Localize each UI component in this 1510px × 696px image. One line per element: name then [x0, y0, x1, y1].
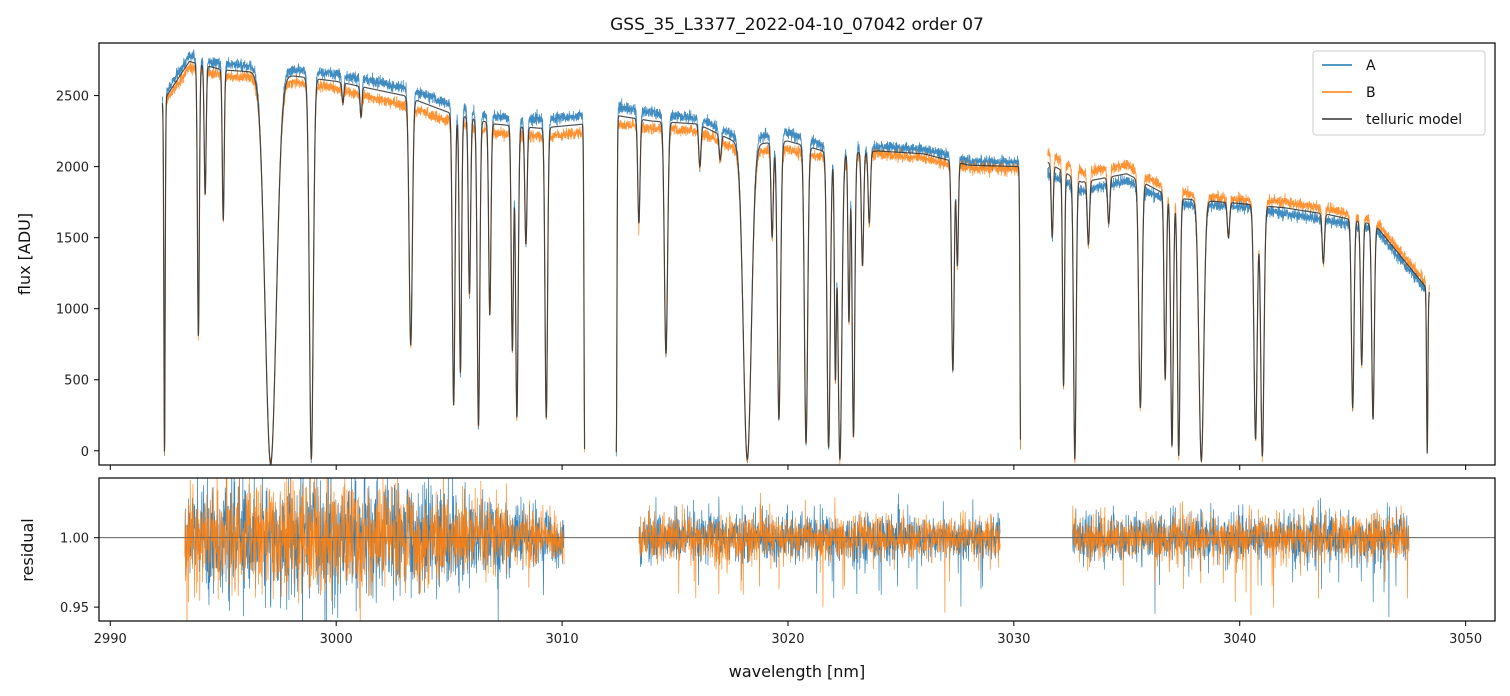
residual-x-ticks: 2990 3000 3010 3020 3030 3040 3050 — [94, 621, 1482, 647]
series-a-segment-0 — [161, 49, 585, 465]
flux-panel: 0 500 1000 1500 2000 2500 flux [ADU] A B tell… — [15, 42, 1496, 470]
residual-panel: 2990 3000 3010 3020 3030 3040 3050 0.95 1.00 re… — [18, 477, 1496, 681]
legend-label-model: telluric model — [1366, 112, 1462, 128]
flux-x-ticks — [109, 465, 1467, 470]
flux-y-tick-label-1500: 1500 — [56, 232, 89, 247]
x-tick-label-3050: 3050 — [1449, 632, 1482, 647]
legend-label-a: A — [1366, 58, 1376, 74]
flux-y-axis-label: flux [ADU] — [15, 213, 34, 295]
flux-y-tick-label-2500: 2500 — [56, 90, 89, 105]
flux-axes-frame — [98, 42, 1496, 466]
residual-y-tick-label-0.95: 0.95 — [60, 601, 89, 616]
chart-title: GSS_35_L3377_2022-04-10_07042 order 07 — [610, 15, 984, 35]
x-tick-label-3000: 3000 — [320, 632, 353, 647]
x-tick-label-2990: 2990 — [94, 632, 127, 647]
residual-plot-area — [99, 478, 1495, 621]
flux-y-ticks: 0 500 1000 1500 2000 2500 — [56, 90, 99, 460]
x-tick-label-3020: 3020 — [771, 632, 804, 647]
x-tick-label-3030: 3030 — [997, 632, 1030, 647]
flux-y-tick-label-2000: 2000 — [56, 161, 89, 176]
flux-y-tick-label-0: 0 — [81, 445, 89, 460]
x-tick-label-3040: 3040 — [1223, 632, 1256, 647]
series-b-segment-2 — [1047, 147, 1430, 464]
series-telluric-model-segment-0 — [161, 60, 586, 465]
residual-axes-frame — [98, 477, 1496, 622]
legend-label-b: B — [1366, 85, 1376, 101]
flux-y-tick-label-500: 500 — [64, 374, 89, 389]
residual-b-segment-0 — [184, 478, 565, 621]
flux-plot-area — [161, 49, 1430, 465]
x-tick-label-3010: 3010 — [546, 632, 579, 647]
residual-y-ticks: 0.95 1.00 — [60, 532, 99, 616]
legend: A B telluric model — [1312, 50, 1486, 136]
legend-frame — [1312, 50, 1486, 136]
residual-b-segment-1 — [638, 492, 1001, 613]
residual-y-tick-label-1: 1.00 — [60, 532, 89, 547]
residual-y-axis-label: residual — [18, 518, 37, 581]
series-telluric-model-segment-1 — [615, 115, 1022, 461]
series-telluric-model-segment-2 — [1047, 161, 1430, 463]
x-axis-label: wavelength [nm] — [729, 662, 866, 681]
flux-y-tick-label-1000: 1000 — [56, 303, 89, 318]
